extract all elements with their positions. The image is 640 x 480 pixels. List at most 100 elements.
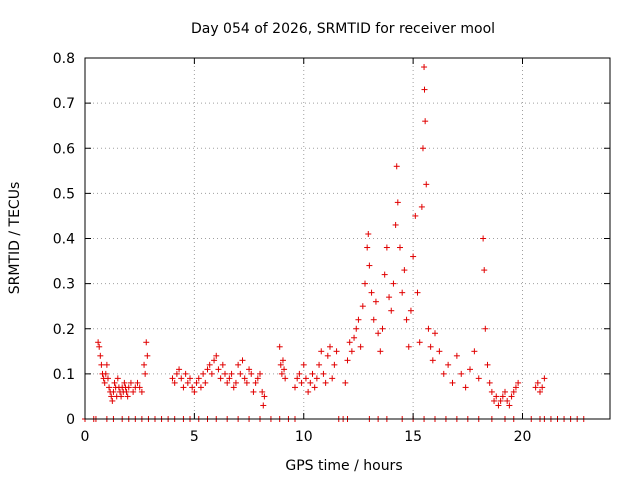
data-point [300,361,307,368]
data-point [173,370,180,377]
data-point [219,361,226,368]
data-point [313,375,320,382]
data-point [217,375,224,382]
data-point [296,370,303,377]
y-tick-label: 0.8 [53,51,75,67]
data-point [261,393,268,400]
data-point [125,384,132,391]
data-point [357,343,364,350]
data-point [365,230,372,237]
data-point [421,86,428,93]
data-point [143,339,150,346]
data-point [307,379,314,386]
data-point [331,361,338,368]
data-point [254,375,261,382]
data-point [106,384,113,391]
data-point [440,370,447,377]
data-point [515,379,522,386]
data-point [292,384,298,391]
data-point [359,303,366,310]
data-point [390,280,397,287]
data-point [372,298,379,305]
data-point [252,379,259,386]
data-point [208,370,215,377]
data-point [243,379,250,386]
data-point [239,357,246,364]
data-point [187,375,193,382]
x-tick-label: 0 [81,429,90,445]
data-point [316,361,323,368]
data-point [506,402,513,409]
data-point [180,384,187,391]
data-point [213,352,220,359]
data-point [432,330,438,337]
data-point [436,348,443,355]
data-point [110,388,117,395]
data-point [281,366,288,373]
data-point [171,379,178,386]
data-point [453,352,460,359]
data-point [482,325,489,332]
data-point [405,343,412,350]
data-point [309,370,316,377]
plot-frame [84,57,611,420]
data-point [403,316,410,323]
data-point [379,325,386,332]
data-point [96,343,103,350]
data-point [393,163,400,170]
data-point [224,379,231,386]
data-point [445,361,452,368]
data-point [182,370,189,377]
y-tick-label: 0.3 [53,277,75,293]
data-point [250,388,257,395]
data-point [311,384,318,391]
data-point [193,379,200,386]
data-point [232,379,239,386]
data-point [259,388,266,395]
data-point [278,370,285,377]
grid-lines [84,57,610,420]
data-point [467,366,473,373]
data-point [412,212,419,219]
data-point [414,289,421,296]
data-point [422,118,429,125]
data-point [241,375,248,382]
data-points [82,64,587,422]
data-point [95,339,102,346]
data-point [197,384,204,391]
data-point [475,375,482,382]
data-point [104,375,111,382]
data-point [484,361,491,368]
data-point [222,370,228,377]
data-point [495,402,502,409]
data-point [375,330,382,337]
data-point [228,370,235,377]
data-point [541,375,548,382]
data-point [305,388,312,395]
y-tick-label: 0.7 [53,96,75,112]
data-point [392,221,399,228]
x-tick-label: 5 [190,429,199,445]
x-tick-label: 10 [295,429,313,445]
data-point [471,348,478,355]
data-point [114,375,121,382]
data-point [421,64,428,71]
data-point [138,388,145,395]
data-point [539,384,546,391]
data-point [324,352,331,359]
data-point [537,388,543,395]
data-point [200,370,207,377]
data-point [419,145,426,152]
data-point [302,375,309,382]
y-tick-label: 0.5 [53,186,75,202]
data-point [388,307,395,314]
data-point [344,357,351,364]
data-point [504,397,511,404]
data-point [534,379,541,386]
chart-title: Day 054 of 2026, SRMTID for receiver moo… [191,21,495,37]
data-point [178,375,185,382]
data-point [111,379,118,386]
data-point [191,388,198,395]
data-point [502,388,508,395]
data-point [416,339,423,346]
